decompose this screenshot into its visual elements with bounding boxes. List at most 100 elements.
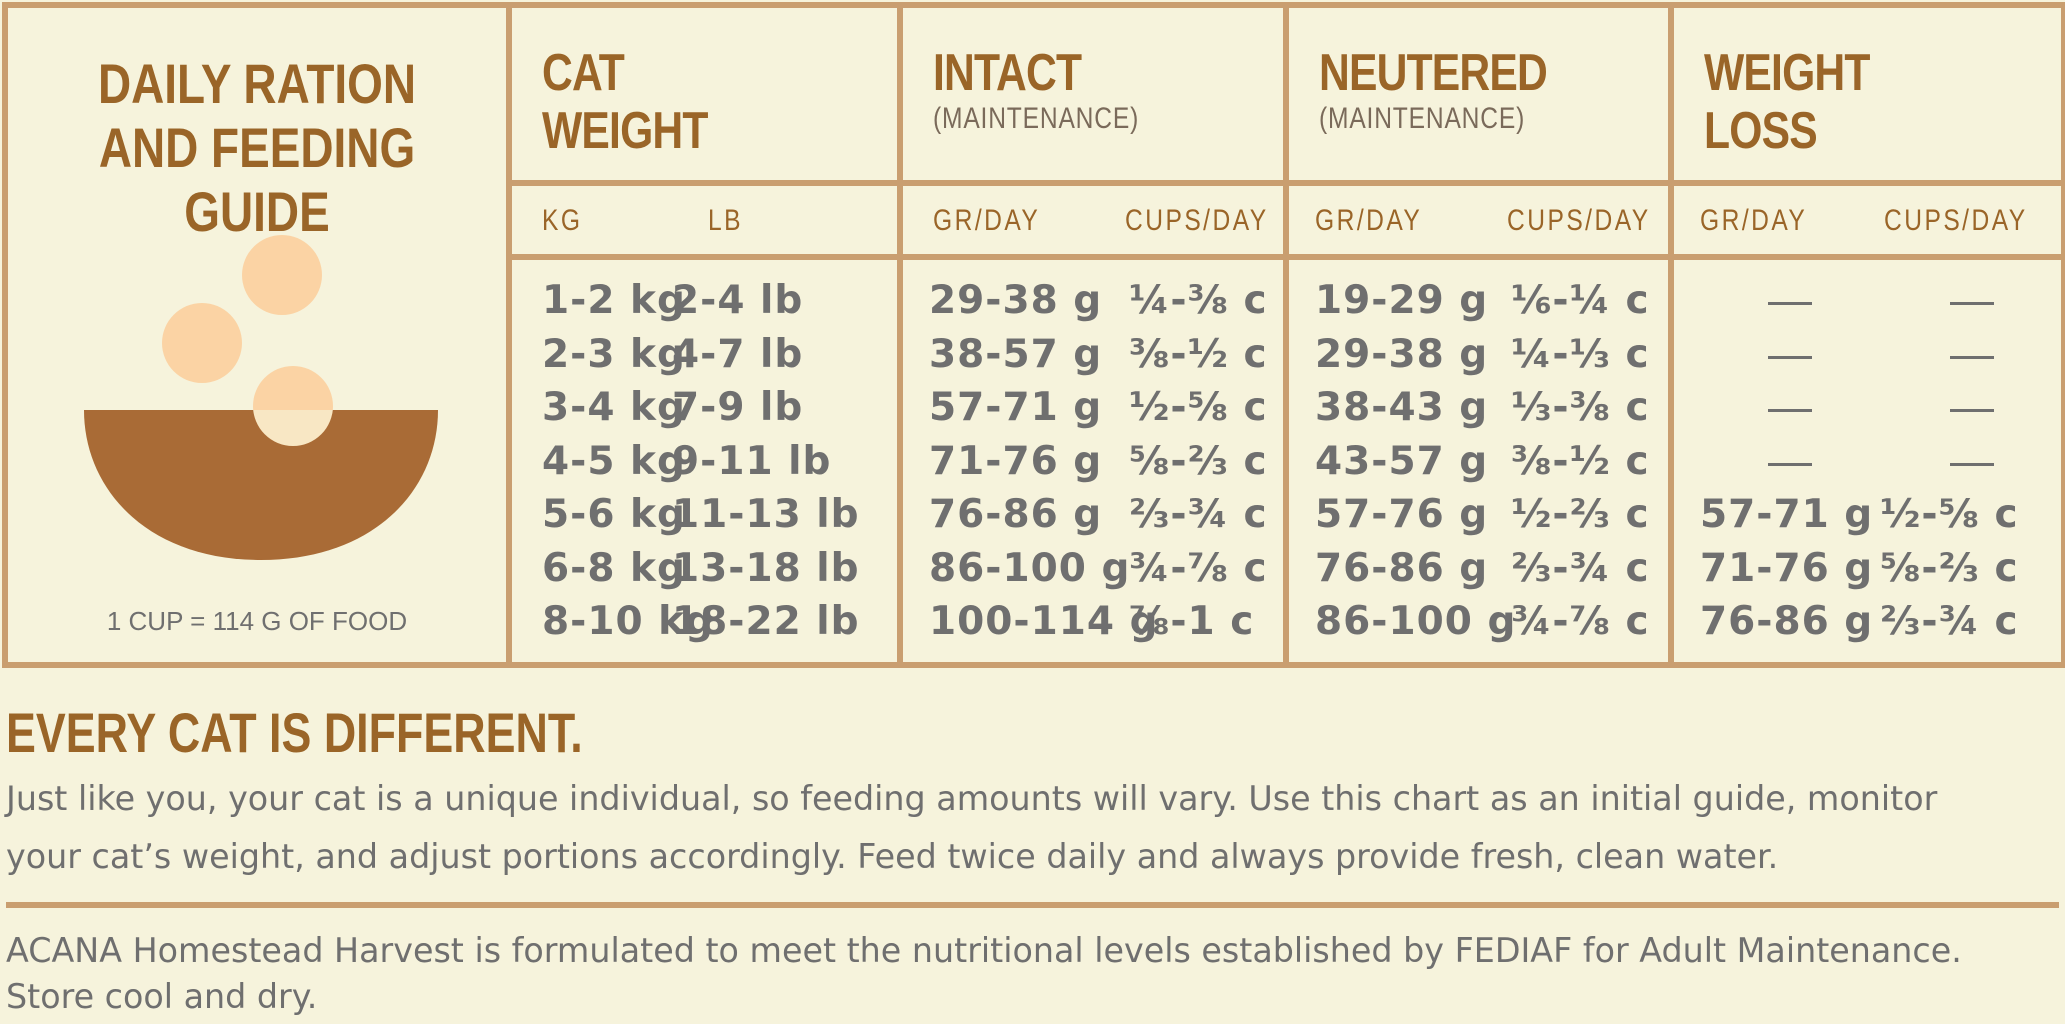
loss-grams: — (1728, 332, 1812, 385)
neutered-grams: 86-100 g (1315, 599, 1517, 644)
unit-header-weight: KG LB (506, 180, 903, 260)
unit-cups-day: CUPS/DAY (1884, 204, 2028, 237)
loss-grams: 57-71 g (1700, 492, 1874, 537)
unit-lb: LB (708, 204, 744, 237)
food-bowl-icon (84, 235, 438, 560)
table-row: 76-86 g ⅔-¾ c (1289, 546, 1668, 599)
loss-cups: — (1910, 278, 1994, 331)
unit-header-neutered: GR/DAY CUPS/DAY (1283, 180, 1674, 260)
loss-cups: ⅔-¾ c (1880, 599, 2019, 644)
column-header-neutered: NEUTERED (MAINTENANCE) (1283, 2, 1674, 186)
intact-grams: 57-71 g (929, 385, 1103, 430)
no-value-dash (1950, 462, 1994, 466)
unit-cups-day: CUPS/DAY (1125, 204, 1269, 237)
loss-cups: ½-⅝ c (1880, 492, 2019, 537)
neutered-grams: 43-57 g (1315, 438, 1489, 484)
table-row: —— (1674, 278, 2061, 331)
weight-kg: 6-8 kg (542, 545, 686, 591)
table-row: 86-100 g ¾-⅞ c (1289, 599, 1668, 652)
table-row: 71-76 g ⅝-⅔ c (1674, 546, 2061, 599)
intact-cups: ¼-⅜ c (1129, 278, 1268, 323)
neutered-cups: ⅓-⅜ c (1511, 385, 1650, 430)
table-row: 19-29 g ⅙-¼ c (1289, 278, 1668, 331)
intact-cups: ⅔-¾ c (1129, 492, 1268, 537)
column-header-cat-weight: CAT WEIGHT (506, 2, 903, 186)
guide-title-cell: DAILY RATION AND FEEDING GUIDE 1 CUP = 1… (2, 2, 512, 668)
table-row: 57-71 g ½-⅝ c (903, 385, 1283, 438)
weight-lb: 18-22 lb (672, 599, 860, 644)
neutered-cups: ⅜-½ c (1511, 438, 1650, 484)
weight-lb: 11-13 lb (672, 492, 860, 537)
weight-lb: 7-9 lb (672, 385, 804, 430)
table-row: 100-114 g ⅞-1 c (903, 599, 1283, 652)
intact-grams: 29-38 g (929, 278, 1103, 323)
loss-cups: ⅝-⅔ c (1880, 545, 2019, 591)
weight-lb: 4-7 lb (672, 331, 804, 377)
neutered-cups: ⅙-¼ c (1511, 278, 1650, 323)
neutered-cups: ⅔-¾ c (1511, 545, 1650, 591)
intact-grams: 86-100 g (929, 545, 1131, 591)
table-row: 29-38 g ¼-⅓ c (1289, 332, 1668, 385)
intact-cups: ¾-⅞ c (1129, 545, 1268, 591)
every-cat-heading: EVERY CAT IS DIFFERENT. (6, 701, 583, 764)
weight-kg: 5-6 kg (542, 492, 686, 537)
table-row: 86-100 g ¾-⅞ c (903, 546, 1283, 599)
column-header-weight-loss: WEIGHT LOSS (1668, 2, 2065, 186)
table-row: 76-86 g ⅔-¾ c (903, 492, 1283, 545)
weight-kg: 2-3 kg (542, 331, 686, 377)
guide-title: DAILY RATION AND FEEDING GUIDE (97, 52, 417, 243)
weight-kg: 4-5 kg (542, 438, 686, 484)
neutered-cups: ¾-⅞ c (1511, 599, 1650, 644)
unit-gr-day: GR/DAY (933, 204, 1041, 237)
unit-cups-day: CUPS/DAY (1507, 204, 1651, 237)
weight-kg: 1-2 kg (542, 278, 686, 323)
no-value-dash (1768, 409, 1812, 412)
unit-gr-day: GR/DAY (1700, 204, 1808, 237)
table-row: 3-4 kg 7-9 lb (512, 385, 897, 438)
no-value-dash (1950, 355, 1994, 359)
neutered-grams: 19-29 g (1315, 278, 1489, 323)
loss-grams: 71-76 g (1700, 545, 1874, 591)
unit-header-loss: GR/DAY CUPS/DAY (1668, 180, 2065, 260)
intact-cups: ⅝-⅔ c (1129, 438, 1268, 484)
table-row: 4-5 kg 9-11 lb (512, 439, 897, 492)
cup-conversion-note: 1 CUP = 114 G OF FOOD (106, 606, 408, 636)
no-value-dash (1950, 409, 1994, 412)
unit-gr-day: GR/DAY (1315, 204, 1423, 237)
no-value-dash (1768, 355, 1812, 359)
intact-grams: 100-114 g (929, 599, 1159, 644)
neutered-grams: 76-86 g (1315, 545, 1489, 591)
column-header-intact: INTACT (MAINTENANCE) (897, 2, 1289, 186)
unit-kg: KG (542, 204, 583, 237)
neutered-grams: 29-38 g (1315, 331, 1489, 377)
unit-header-intact: GR/DAY CUPS/DAY (897, 180, 1289, 260)
table-row: 29-38 g ¼-⅜ c (903, 278, 1283, 331)
table-row: —— (1674, 439, 2061, 492)
table-row: 2-3 kg 4-7 lb (512, 332, 897, 385)
intact-values: 29-38 g ¼-⅜ c 38-57 g ⅜-½ c 57-71 g ½-⅝ c 71-7… (897, 254, 1289, 668)
table-row: 1-2 kg 2-4 lb (512, 278, 897, 331)
feeding-guide-table: DAILY RATION AND FEEDING GUIDE 1 CUP = 1… (2, 2, 2065, 668)
weight-values: 1-2 kg 2-4 lb 2-3 kg 4-7 lb 3-4 kg 7-9 lb 4-5 … (506, 254, 903, 668)
table-row: 76-86 g ⅔-¾ c (1674, 599, 2061, 652)
no-value-dash (1768, 302, 1812, 305)
loss-grams: — (1728, 385, 1812, 438)
loss-cups: — (1910, 439, 1994, 492)
loss-cups: — (1910, 385, 1994, 438)
weight-lb: 2-4 lb (672, 278, 804, 323)
weight-lb: 13-18 lb (672, 545, 860, 591)
table-row: 5-6 kg 11-13 lb (512, 492, 897, 545)
neutered-grams: 38-43 g (1315, 385, 1489, 430)
weight-lb: 9-11 lb (672, 438, 832, 484)
intact-cups: ⅜-½ c (1129, 331, 1268, 377)
neutered-grams: 57-76 g (1315, 492, 1489, 537)
neutered-cups: ½-⅔ c (1511, 492, 1650, 537)
intact-cups: ⅞-1 c (1129, 599, 1255, 644)
intact-grams: 76-86 g (929, 492, 1103, 537)
table-row: 71-76 g ⅝-⅔ c (903, 439, 1283, 492)
table-row: 38-57 g ⅜-½ c (903, 332, 1283, 385)
loss-grams: 76-86 g (1700, 599, 1874, 644)
table-row: 43-57 g ⅜-½ c (1289, 439, 1668, 492)
weight-kg: 8-10 kg (542, 599, 715, 644)
divider (6, 902, 2059, 908)
